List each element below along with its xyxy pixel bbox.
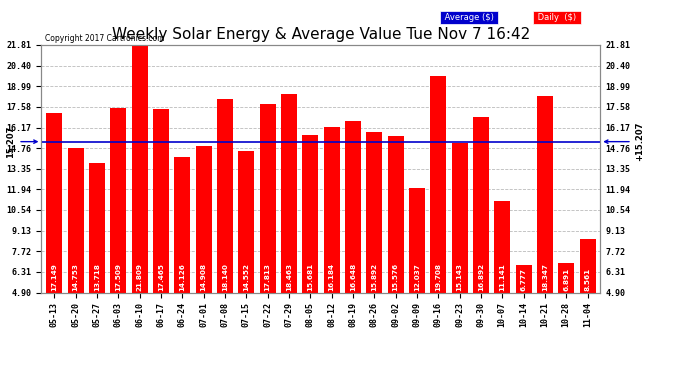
Text: 16.648: 16.648: [350, 263, 356, 291]
Text: 17.509: 17.509: [115, 263, 121, 291]
Text: 16.892: 16.892: [478, 263, 484, 291]
Text: Copyright 2017 Cartronics.com: Copyright 2017 Cartronics.com: [45, 34, 164, 43]
Text: 15.143: 15.143: [457, 263, 462, 291]
Bar: [174, 158, 190, 292]
Text: Average ($): Average ($): [442, 13, 496, 22]
Bar: [259, 104, 275, 292]
Bar: [537, 96, 553, 292]
Bar: [89, 164, 105, 292]
Text: 15.681: 15.681: [307, 263, 313, 291]
Bar: [409, 188, 425, 292]
Text: 11.141: 11.141: [499, 263, 505, 291]
Text: 15.207: 15.207: [6, 126, 37, 158]
Bar: [195, 146, 212, 292]
Text: 21.809: 21.809: [137, 263, 143, 291]
Bar: [430, 76, 446, 292]
Bar: [132, 45, 148, 292]
Bar: [238, 151, 254, 292]
Bar: [217, 99, 233, 292]
Text: 14.908: 14.908: [201, 263, 206, 291]
Text: 14.552: 14.552: [243, 263, 249, 291]
Bar: [515, 265, 531, 292]
Bar: [473, 117, 489, 292]
Text: 18.463: 18.463: [286, 263, 292, 291]
Text: 16.184: 16.184: [328, 263, 335, 291]
Bar: [281, 94, 297, 292]
Text: 6.777: 6.777: [520, 268, 526, 291]
Text: 17.149: 17.149: [51, 263, 57, 291]
Text: Daily  ($): Daily ($): [535, 13, 578, 22]
Bar: [324, 128, 339, 292]
Text: 18.140: 18.140: [222, 263, 228, 291]
Bar: [558, 263, 574, 292]
Text: +15.207: +15.207: [604, 122, 644, 161]
Text: 13.718: 13.718: [94, 263, 100, 291]
Bar: [345, 120, 361, 292]
Bar: [494, 201, 510, 292]
Bar: [46, 113, 62, 292]
Bar: [302, 135, 318, 292]
Bar: [68, 148, 83, 292]
Text: 19.708: 19.708: [435, 263, 441, 291]
Bar: [110, 108, 126, 292]
Bar: [451, 142, 468, 292]
Text: 15.892: 15.892: [371, 263, 377, 291]
Text: 8.561: 8.561: [584, 268, 591, 291]
Text: 17.465: 17.465: [158, 263, 164, 291]
Text: 6.891: 6.891: [563, 268, 569, 291]
Bar: [366, 132, 382, 292]
Bar: [388, 136, 404, 292]
Text: 14.753: 14.753: [72, 263, 79, 291]
Bar: [580, 239, 595, 292]
Text: 14.126: 14.126: [179, 263, 185, 291]
Text: 17.813: 17.813: [264, 263, 270, 291]
Title: Weekly Solar Energy & Average Value Tue Nov 7 16:42: Weekly Solar Energy & Average Value Tue …: [112, 27, 530, 42]
Text: 18.347: 18.347: [542, 263, 548, 291]
Text: 15.576: 15.576: [393, 263, 399, 291]
Bar: [153, 109, 169, 292]
Text: 12.037: 12.037: [414, 263, 420, 291]
